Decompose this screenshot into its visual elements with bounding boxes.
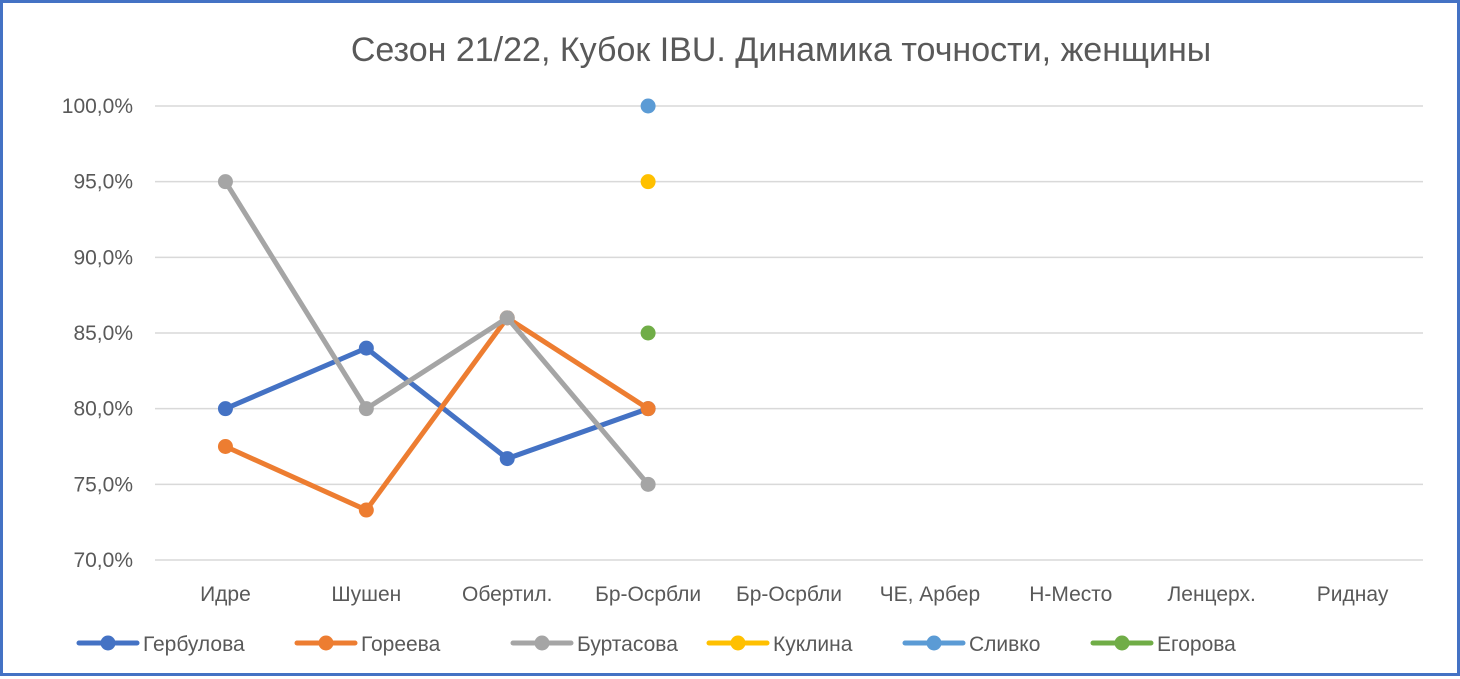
legend-item: Сливко [902,633,1040,656]
x-tick-label: Риднау [1317,583,1389,606]
chart-title: Сезон 21/22, Кубок IBU. Динамика точност… [351,31,1211,69]
data-point [358,502,374,518]
y-tick-label: 95,0% [73,171,133,194]
series-line [222,179,651,487]
y-axis-ticks: 70,0% 75,0% 80,0% 85,0% 90,0% 95,0% 100,0% [62,95,133,572]
series-line [222,345,651,462]
series-6 [640,325,656,341]
y-tick-label: 100,0% [62,95,133,118]
series-1 [217,340,656,467]
legend-swatch-marker [100,635,116,651]
x-tick-label: Ленцерх. [1168,583,1256,606]
series-line [222,315,651,513]
y-tick-label: 75,0% [73,473,133,496]
series-4 [640,174,656,190]
y-tick-label: 80,0% [73,398,133,421]
data-point [640,476,656,492]
x-tick-label: Шушен [331,583,401,606]
data-point [217,401,233,417]
data-point [640,174,656,190]
legend-swatch-marker [1114,635,1130,651]
legend-item: Куклина [706,633,853,656]
legend-swatch-marker [730,635,746,651]
series-3 [217,174,656,492]
x-axis-ticks: Идре Шушен Обертил. Бр-Осрбли Бр-Осрбли ЧЕ, А… [200,583,1389,606]
series-group [217,98,656,518]
legend-item: Егорова [1090,633,1236,656]
legend-item: Буртасова [510,633,678,656]
data-point [499,310,515,326]
x-tick-label: ЧЕ, Арбер [880,583,981,606]
legend: Гербулова Гореева Буртасова Куклина Сливко Ег… [76,633,1236,656]
data-point [640,325,656,341]
x-tick-label: Бр-Осрбли [595,583,701,606]
legend-swatch-marker [534,635,550,651]
x-tick-label: Идре [200,583,251,606]
legend-label: Буртасова [577,633,678,656]
data-point [640,98,656,114]
data-point [499,451,515,467]
y-tick-label: 90,0% [73,246,133,269]
legend-item: Гербулова [76,633,245,656]
y-tick-label: 70,0% [73,549,133,572]
y-tick-label: 85,0% [73,322,133,345]
legend-label: Гербулова [143,633,245,656]
gridlines [155,105,1423,561]
legend-swatch-marker [926,635,942,651]
x-tick-label: Бр-Осрбли [736,583,842,606]
series-5 [640,98,656,114]
x-tick-label: Н-Место [1029,583,1112,606]
legend-label: Сливко [969,633,1040,656]
line-chart: Сезон 21/22, Кубок IBU. Динамика точност… [62,31,1423,656]
legend-label: Егорова [1157,633,1236,656]
legend-item: Гореева [294,633,441,656]
data-point [358,340,374,356]
series-2 [217,310,656,518]
data-point [217,439,233,454]
legend-label: Гореева [361,633,441,656]
data-point [358,401,374,417]
data-point [217,174,233,190]
legend-label: Куклина [773,633,853,656]
x-tick-label: Обертил. [462,583,552,606]
legend-swatch-marker [318,635,334,651]
data-point [640,401,656,417]
